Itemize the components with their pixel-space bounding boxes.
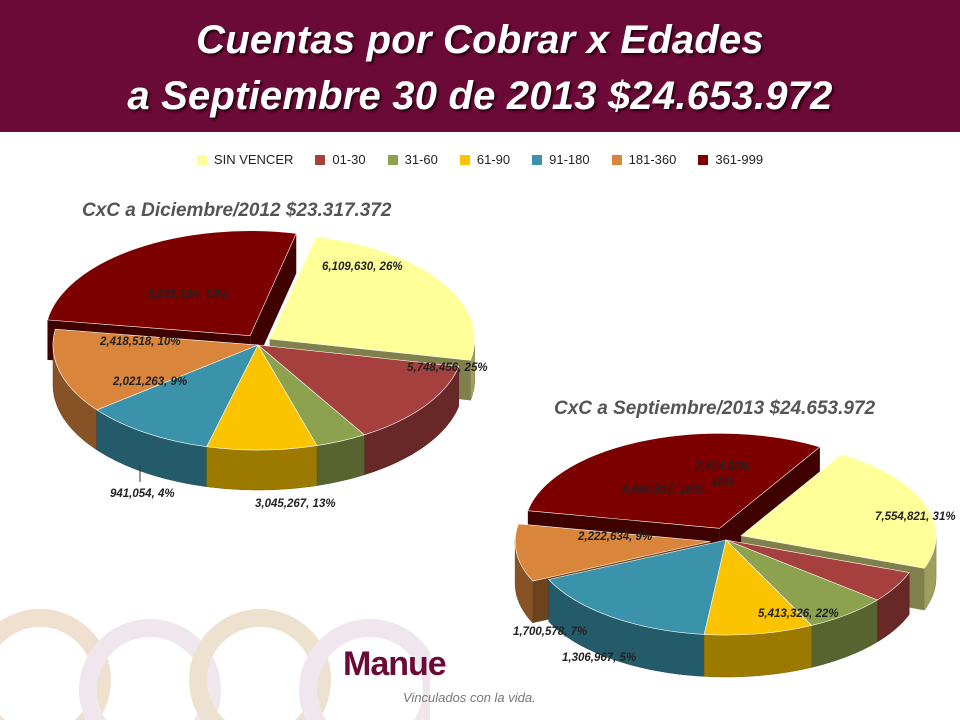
legend-item-01-30: 01-30 (315, 152, 366, 167)
pie-chart-1: CxC a Diciembre/2012 $23.317.372 5,748,45… (47, 200, 488, 510)
pie-slice-91-180 (548, 539, 727, 635)
pie-chart-2: CxC a Septiembre/2013 $24.653.972 5,413,3… (513, 398, 956, 678)
chart-legend: SIN VENCER 01-30 31-60 61-90 91-180 181-360 36… (0, 152, 960, 167)
data-label-61-90: 2,021,263, 9% (112, 376, 187, 388)
legend-item-361-999: 361-999 (698, 152, 763, 167)
legend-item-91-180: 91-180 (532, 152, 590, 167)
pie-slice-361-999 (47, 230, 297, 337)
data-label-91-180: 2,418,518, 10% (99, 336, 181, 348)
header-banner: Cuentas por Cobrar x Edades a Septiembre… (0, 0, 960, 132)
pie-slice-cut-361-999 (250, 233, 297, 376)
company-logo: Manue (343, 645, 447, 683)
legend-label: 01-30 (332, 152, 366, 167)
pie-slice-91-180 (96, 344, 259, 448)
pie-slice-sin-vencer (269, 236, 475, 361)
data-label-01-30: 3,045,267, 13% (255, 498, 336, 510)
decorative-rings (0, 609, 430, 720)
legend-item-181-360: 181-360 (611, 152, 677, 167)
legend-item-sin-vencer: SIN VENCER (196, 152, 294, 167)
pie-slice-61-90 (206, 344, 318, 451)
page-title-line1: Cuentas por Cobrar x Edades (196, 18, 764, 62)
legend-label: SIN VENCER (213, 152, 294, 167)
legend-label: 31-60 (404, 152, 438, 167)
company-tagline: Vinculados con la vida. (403, 690, 536, 705)
data-label-01-30: 1,306,967, 5% (562, 652, 636, 664)
data-label-181-360: 3,033,184, 13% (147, 289, 228, 301)
pie-slice-01-30 (257, 344, 460, 436)
legend-swatch (315, 154, 326, 165)
data-label-181-360: 2,414,829, 10% (695, 461, 750, 488)
legend-swatch (611, 154, 622, 165)
pie-slice-side-61-90 (206, 445, 318, 491)
data-label-sin-vencer: 5,748,456, 25% (407, 362, 488, 374)
legend-label: 91-180 (549, 152, 590, 167)
data-label-61-90: 2,222,634, 9% (577, 531, 652, 543)
data-label-361-999: 7,554,821, 31% (875, 511, 956, 523)
data-label-31-60: 1,700,578, 7% (513, 626, 587, 638)
pie-slice-361-999 (527, 433, 821, 529)
pie-slice-61-90 (703, 539, 813, 636)
legend-label: 361-999 (715, 152, 764, 167)
data-label-361-999: 6,109,630, 26% (322, 261, 403, 273)
pie-slice-181-360 (514, 523, 711, 582)
pie-slice-sin-vencer (740, 453, 937, 569)
data-label-sin-vencer: 5,413,326, 22% (758, 608, 839, 620)
legend-swatch (698, 154, 709, 165)
legend-swatch (532, 154, 543, 165)
legend-item-61-90: 61-90 (459, 152, 511, 167)
legend-item-31-60: 31-60 (387, 152, 438, 167)
data-label-91-180: 4,040,817, 16% (621, 484, 703, 496)
chart-title-2: CxC a Septiembre/2013 $24.653.972 (554, 398, 876, 419)
legend-label: 61-90 (476, 152, 511, 167)
chart-title-1: CxC a Diciembre/2012 $23.317.372 (82, 200, 392, 221)
page-title-line2: a Septiembre 30 de 2013 $24.653.972 (127, 74, 833, 118)
legend-swatch (196, 154, 207, 165)
legend-swatch (387, 154, 398, 165)
pie-slice-181-360 (52, 328, 259, 411)
legend-swatch (459, 154, 470, 165)
data-label-31-60: 941,054, 4% (110, 488, 175, 500)
legend-label: 181-360 (628, 152, 677, 167)
